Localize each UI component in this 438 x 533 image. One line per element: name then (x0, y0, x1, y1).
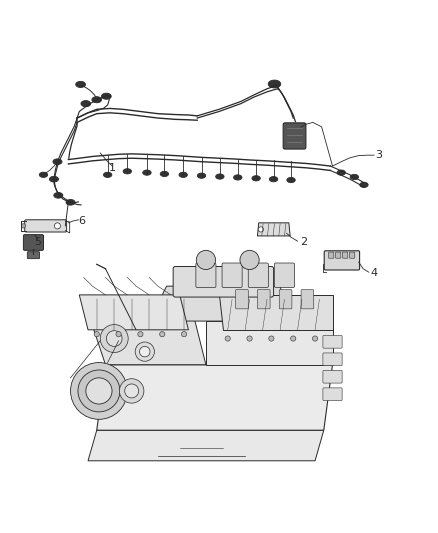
FancyBboxPatch shape (323, 335, 342, 348)
Circle shape (240, 251, 259, 270)
Circle shape (125, 384, 139, 398)
FancyBboxPatch shape (248, 263, 268, 287)
Polygon shape (97, 365, 332, 430)
FancyBboxPatch shape (301, 289, 314, 309)
Circle shape (140, 346, 150, 357)
Text: 4: 4 (371, 268, 378, 278)
Polygon shape (258, 223, 290, 236)
Ellipse shape (287, 177, 295, 183)
FancyBboxPatch shape (324, 251, 360, 270)
Polygon shape (206, 321, 332, 365)
FancyBboxPatch shape (323, 370, 342, 383)
Circle shape (120, 379, 144, 403)
Ellipse shape (123, 169, 131, 174)
Ellipse shape (160, 171, 169, 176)
Ellipse shape (198, 173, 206, 179)
Circle shape (100, 325, 128, 352)
Circle shape (71, 362, 127, 419)
Polygon shape (219, 295, 332, 330)
Text: 1: 1 (109, 163, 116, 173)
Ellipse shape (268, 80, 281, 88)
FancyBboxPatch shape (323, 388, 342, 400)
FancyBboxPatch shape (283, 123, 306, 149)
FancyBboxPatch shape (336, 252, 341, 258)
Text: 6: 6 (78, 216, 85, 225)
Circle shape (78, 370, 120, 412)
Circle shape (159, 332, 165, 337)
FancyBboxPatch shape (196, 263, 216, 287)
Ellipse shape (81, 101, 91, 107)
FancyBboxPatch shape (27, 252, 39, 259)
FancyBboxPatch shape (328, 252, 334, 258)
Polygon shape (149, 286, 289, 321)
Circle shape (94, 332, 99, 337)
Ellipse shape (350, 174, 359, 180)
Ellipse shape (215, 174, 224, 179)
Ellipse shape (337, 170, 346, 175)
FancyBboxPatch shape (236, 289, 248, 309)
Polygon shape (88, 312, 206, 365)
Circle shape (196, 251, 215, 270)
Circle shape (269, 336, 274, 341)
Ellipse shape (179, 172, 187, 177)
FancyBboxPatch shape (343, 252, 348, 258)
Circle shape (290, 336, 296, 341)
Ellipse shape (269, 176, 278, 182)
Ellipse shape (233, 175, 242, 180)
Ellipse shape (39, 172, 48, 177)
FancyBboxPatch shape (279, 289, 292, 309)
Circle shape (138, 332, 143, 337)
Circle shape (135, 342, 154, 361)
Ellipse shape (252, 176, 260, 181)
Circle shape (21, 224, 25, 228)
FancyBboxPatch shape (23, 235, 43, 251)
Circle shape (116, 332, 121, 337)
Ellipse shape (76, 82, 85, 87)
Ellipse shape (54, 192, 63, 198)
Text: 5: 5 (34, 238, 41, 247)
Ellipse shape (143, 170, 151, 175)
Ellipse shape (66, 199, 75, 205)
Circle shape (106, 330, 122, 346)
Circle shape (54, 223, 60, 229)
FancyBboxPatch shape (25, 220, 67, 232)
Polygon shape (79, 295, 188, 330)
FancyBboxPatch shape (275, 263, 294, 287)
Circle shape (181, 332, 187, 337)
Text: 3: 3 (375, 150, 382, 160)
Ellipse shape (360, 182, 368, 188)
Circle shape (258, 227, 264, 232)
Ellipse shape (103, 172, 112, 177)
Ellipse shape (92, 96, 102, 103)
Circle shape (86, 378, 112, 404)
FancyBboxPatch shape (323, 353, 342, 366)
Ellipse shape (49, 176, 59, 182)
Ellipse shape (102, 93, 111, 99)
Ellipse shape (53, 159, 62, 165)
Text: 2: 2 (300, 238, 308, 247)
FancyBboxPatch shape (173, 266, 274, 297)
Circle shape (247, 336, 252, 341)
Circle shape (225, 336, 230, 341)
Polygon shape (88, 430, 324, 461)
Circle shape (312, 336, 318, 341)
FancyBboxPatch shape (258, 289, 270, 309)
FancyBboxPatch shape (222, 263, 242, 287)
FancyBboxPatch shape (350, 252, 355, 258)
